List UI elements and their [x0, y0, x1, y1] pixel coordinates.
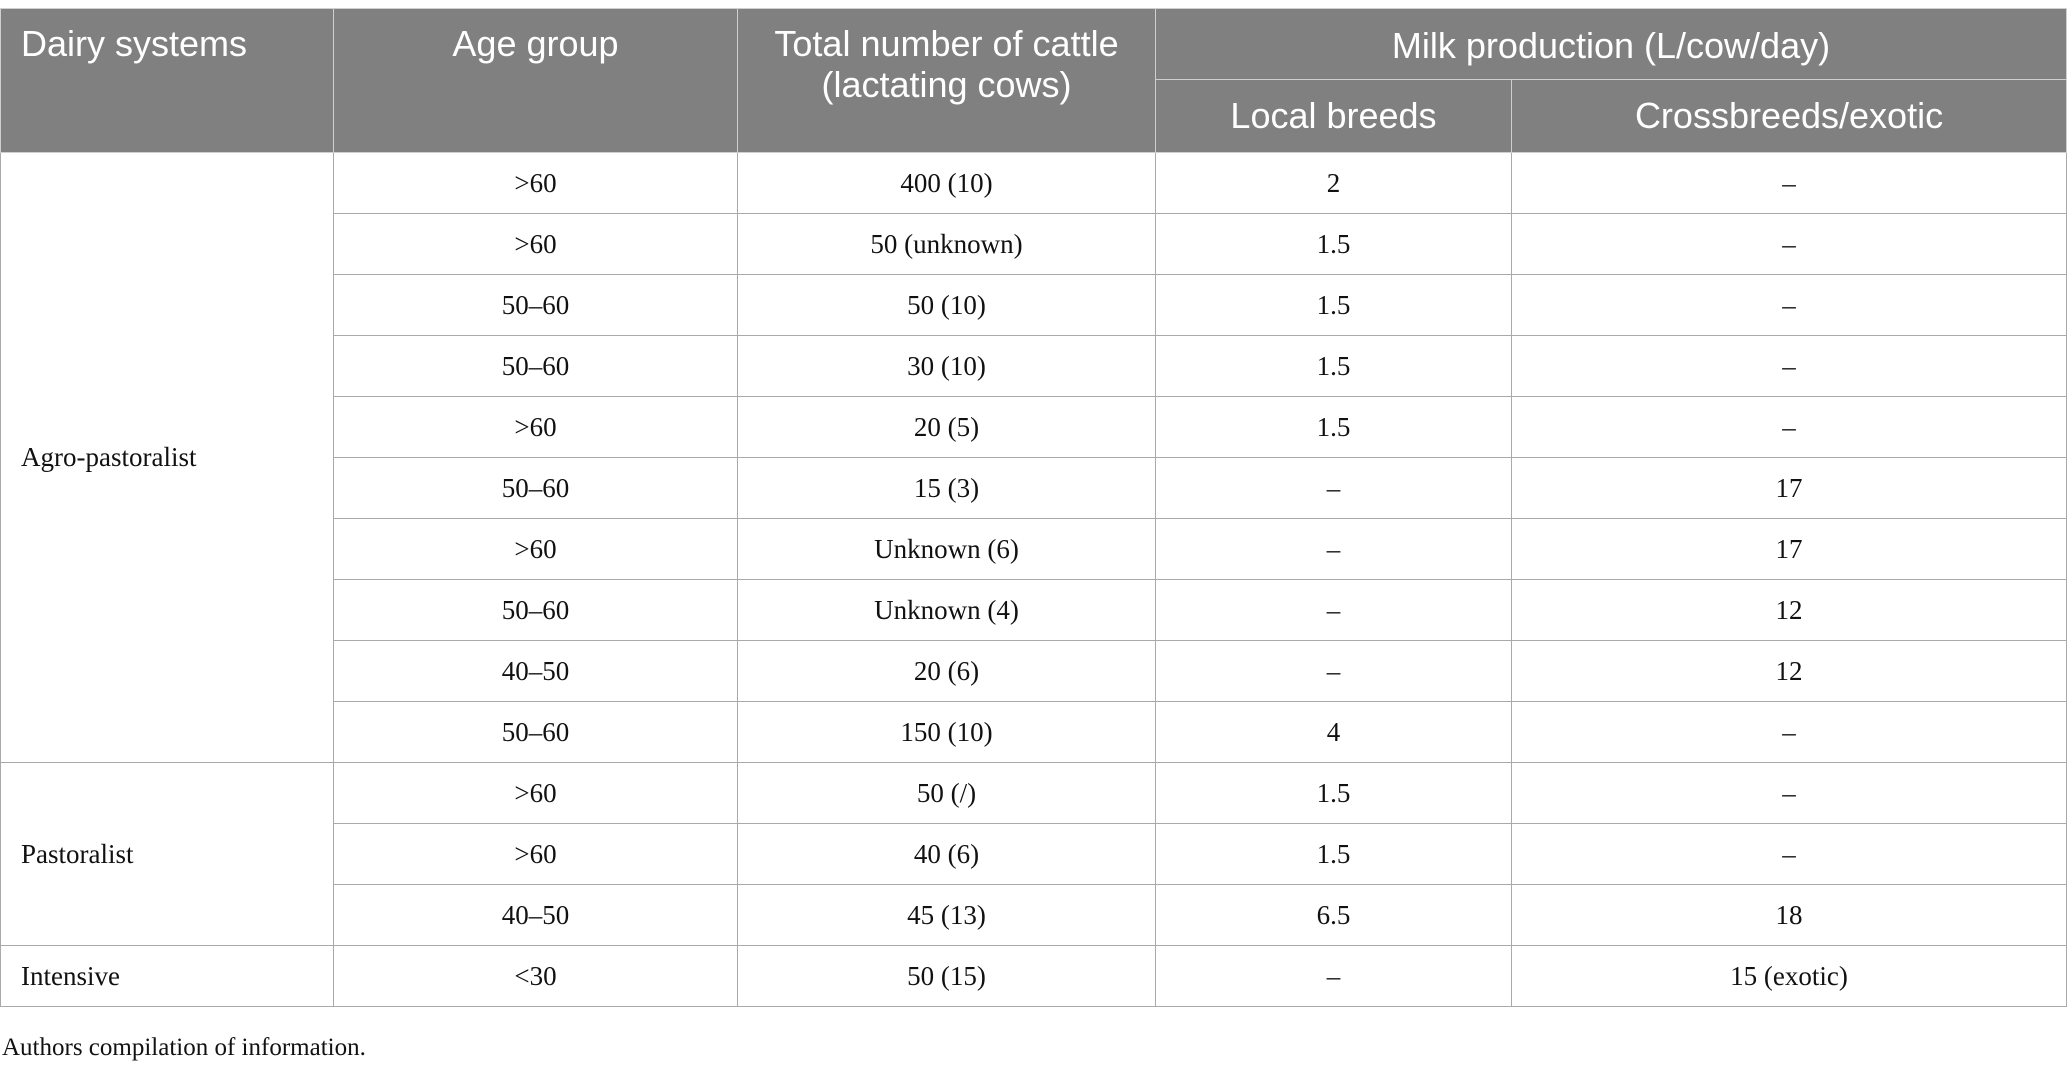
cell-local-breeds: –	[1155, 579, 1512, 641]
cell-age-group: 50–60	[333, 701, 738, 763]
cell-total-cattle: 45 (13)	[737, 884, 1156, 946]
cell-total-cattle: 20 (6)	[737, 640, 1156, 702]
cell-crossbreeds: –	[1510, 823, 2067, 885]
header-crossbreeds: Crossbreeds/exotic	[1510, 79, 2067, 153]
table-footnote: Authors compilation of information.	[2, 1034, 366, 1061]
header-local-breeds: Local breeds	[1155, 79, 1512, 153]
cell-total-cattle: 15 (3)	[737, 457, 1156, 519]
cell-total-cattle: 150 (10)	[737, 701, 1156, 763]
table-row: 50–60 Unknown (4) –12	[1, 579, 2067, 641]
cell-total-cattle: Unknown (4)	[737, 579, 1156, 641]
cell-age-group: >60	[333, 518, 738, 580]
cell-crossbreeds: 12	[1510, 640, 2067, 702]
table-row: Pastoralist >60 50 (/) 1.5–	[0, 762, 2067, 946]
cell-age-group: 50–60	[333, 274, 738, 336]
cell-local-breeds: –	[1155, 518, 1512, 580]
table-body: Agro-pastoralist >60 400 (10) 2– >60 50 (unkn…	[0, 152, 2067, 1007]
cell-total-cattle: 50 (15)	[737, 945, 1156, 1007]
cell-total-cattle: 40 (6)	[737, 823, 1156, 885]
cell-crossbreeds: 12	[1510, 579, 2067, 641]
cell-crossbreeds: 18	[1510, 884, 2067, 946]
table-row: 50–60 150 (10) 4–	[1, 701, 2067, 763]
cell-age-group: 40–50	[333, 884, 738, 946]
cell-crossbreeds: 15 (exotic)	[1510, 945, 2067, 1007]
table-row: >60 40 (6) 1.5–	[1, 823, 2067, 885]
table-row: >60 20 (5) 1.5–	[1, 396, 2067, 458]
cell-age-group: >60	[333, 823, 738, 885]
cell-local-breeds: 1.5	[1155, 274, 1512, 336]
cell-age-group: 50–60	[333, 457, 738, 519]
cell-age-group: >60	[333, 396, 738, 458]
header-dairy-systems: Dairy systems	[0, 8, 334, 153]
cell-local-breeds: 4	[1155, 701, 1512, 763]
table-row: 50–60 15 (3) –17	[1, 457, 2067, 519]
table-row: 40–50 45 (13) 6.5 18	[1, 884, 2067, 946]
cell-local-breeds: 1.5	[1155, 823, 1512, 885]
cell-local-breeds: 1.5	[1155, 762, 1512, 824]
cell-dairy-system: Agro-pastoralist	[0, 152, 334, 763]
cell-crossbreeds: –	[1510, 213, 2067, 275]
cell-total-cattle: 50 (10)	[737, 274, 1156, 336]
table-row: Intensive <30 50 (15) –15 (exotic)	[0, 945, 2067, 1007]
cell-local-breeds: –	[1155, 640, 1512, 702]
cell-total-cattle: Unknown (6)	[737, 518, 1156, 580]
cell-crossbreeds: –	[1510, 152, 2067, 214]
table-row: 50–60 50 (10) 1.5–	[1, 274, 2067, 336]
cell-age-group: 50–60	[333, 579, 738, 641]
table-row: 50–60 30 (10) 1.5–	[1, 335, 2067, 397]
cell-local-breeds: 1.5	[1155, 396, 1512, 458]
cell-total-cattle: 30 (10)	[737, 335, 1156, 397]
cell-total-cattle: 50 (unknown)	[737, 213, 1156, 275]
cell-age-group: >60	[333, 762, 738, 824]
cell-total-cattle: 400 (10)	[737, 152, 1156, 214]
cell-age-group: >60	[333, 152, 738, 214]
cell-total-cattle: 20 (5)	[737, 396, 1156, 458]
table-header: Dairy systems Age group Total number of …	[0, 8, 2067, 153]
cell-crossbreeds: –	[1510, 762, 2067, 824]
cell-crossbreeds: –	[1510, 701, 2067, 763]
cell-local-breeds: –	[1155, 945, 1512, 1007]
cell-age-group: 50–60	[333, 335, 738, 397]
header-milk-production: Milk production (L/cow/day)	[1154, 8, 2067, 80]
table-row: 40–50 20 (6) –12	[1, 640, 2067, 702]
cell-crossbreeds: 17	[1510, 518, 2067, 580]
cell-local-breeds: 1.5	[1155, 213, 1512, 275]
header-age-group: Age group	[333, 8, 738, 153]
cell-crossbreeds: 17	[1510, 457, 2067, 519]
cell-local-breeds: 1.5	[1155, 335, 1512, 397]
table-row: Agro-pastoralist >60 400 (10) 2–	[0, 152, 2067, 763]
header-total-cattle: Total number of cattle (lactating cows)	[737, 8, 1156, 153]
cell-dairy-system: Pastoralist	[0, 762, 334, 946]
dairy-systems-table: Dairy systems Age group Total number of …	[0, 8, 2067, 1007]
cell-age-group: <30	[333, 945, 738, 1007]
cell-crossbreeds: –	[1510, 274, 2067, 336]
cell-local-breeds: –	[1155, 457, 1512, 519]
cell-age-group: 40–50	[333, 640, 738, 702]
cell-crossbreeds: –	[1510, 335, 2067, 397]
cell-dairy-system: Intensive	[0, 945, 334, 1007]
cell-total-cattle: 50 (/)	[737, 762, 1156, 824]
data-table-container: Dairy systems Age group Total number of …	[0, 8, 2067, 1007]
cell-crossbreeds: –	[1510, 396, 2067, 458]
cell-local-breeds: 6.5	[1155, 884, 1512, 946]
cell-local-breeds: 2	[1155, 152, 1512, 214]
cell-age-group: >60	[333, 213, 738, 275]
